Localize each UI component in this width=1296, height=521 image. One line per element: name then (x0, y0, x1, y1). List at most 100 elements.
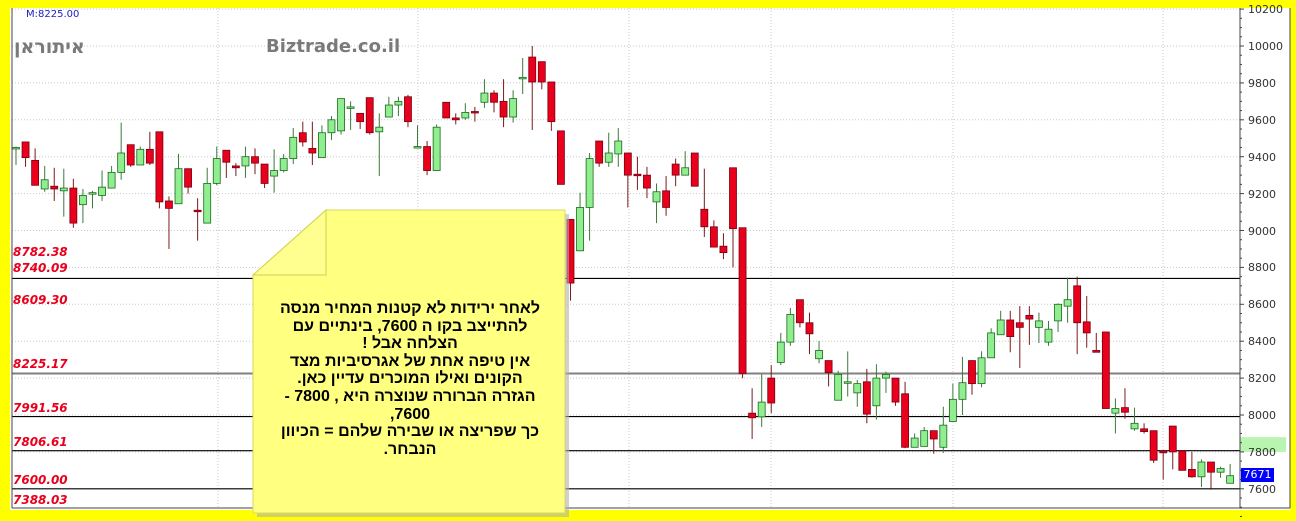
candle-up (1044, 328, 1053, 343)
candle-down (1168, 425, 1177, 453)
candle-up (614, 140, 623, 155)
candle-down (499, 100, 508, 118)
candle-up (1063, 299, 1072, 307)
candle-up (1130, 422, 1139, 430)
candle-up (88, 192, 97, 195)
last-price-badge: 7671 (1241, 467, 1274, 482)
candle-down (184, 168, 192, 188)
candle-down (901, 393, 909, 448)
candle-down (1025, 314, 1034, 320)
candle-down (796, 299, 804, 324)
y-tick-label: 8400 (1248, 335, 1276, 349)
candle-down (1178, 450, 1187, 471)
candle-up (270, 170, 279, 177)
candle-up (604, 152, 613, 163)
y-tick-label: 8600 (1248, 298, 1276, 312)
candle-up (346, 106, 355, 109)
candle-up (79, 195, 87, 206)
candle-down (165, 200, 173, 209)
candle-down (566, 219, 575, 284)
candle-down (547, 81, 556, 123)
candle-up (1111, 408, 1120, 414)
y-tick-label: 9400 (1248, 150, 1276, 164)
candle-up (834, 374, 843, 401)
candle-up (98, 186, 106, 196)
candle-down (423, 146, 431, 171)
candle-up (413, 146, 422, 149)
candle-up (327, 119, 336, 134)
candle-down (968, 360, 976, 385)
y-tick-label: 9600 (1248, 113, 1276, 127)
candle-down (356, 112, 365, 123)
candle-down (738, 227, 747, 374)
candle-up (882, 374, 890, 379)
candle-down (470, 111, 479, 114)
candle-up (585, 158, 594, 208)
candle-up (289, 136, 298, 159)
candle-up (394, 100, 403, 106)
y-tick-label: 7600 (1248, 482, 1276, 496)
level-label: 8782.38 (13, 245, 68, 259)
candle-down (729, 167, 737, 230)
price-band (1240, 437, 1286, 452)
candle-up (509, 98, 518, 118)
candle-up (576, 207, 584, 252)
watermark: Biztrade.co.il (266, 36, 401, 57)
candle-down (31, 159, 40, 186)
candle-up (872, 377, 881, 407)
candle-up (375, 126, 384, 133)
candle-up (241, 156, 250, 167)
candle-up (1054, 303, 1062, 322)
candle-up (384, 104, 393, 118)
candle-down (251, 156, 259, 164)
candle-down (748, 412, 757, 419)
level-label: 8609.30 (13, 292, 68, 307)
candle-up (136, 148, 145, 166)
candle-down (929, 430, 938, 440)
candle-down (1101, 331, 1110, 409)
candle-down (69, 187, 78, 224)
candle-down (824, 360, 833, 373)
candle-down (308, 147, 317, 154)
y-tick-label: 7800 (1248, 445, 1276, 459)
candle-down (537, 61, 546, 83)
candle-up (337, 98, 345, 132)
candle-down (21, 141, 30, 159)
candle-down (700, 208, 709, 228)
candle-up (996, 319, 1005, 336)
candle-down (767, 377, 776, 404)
candle-up (757, 401, 766, 418)
candle-up (920, 430, 929, 447)
level-label: 8225.17 (13, 357, 68, 372)
candle-down (1092, 350, 1101, 353)
candle-up (958, 382, 967, 400)
candle-down (643, 174, 651, 189)
candle-down (719, 245, 728, 254)
candle-up (461, 112, 470, 119)
candle-down (662, 190, 670, 208)
candle-down (442, 101, 451, 119)
candle-down (595, 140, 604, 164)
level-label: 7991.56 (13, 400, 68, 415)
candle-up (977, 357, 986, 385)
level-label: 8740.09 (13, 261, 68, 275)
candle-up (432, 126, 441, 171)
candle-up (1216, 468, 1225, 473)
candle-up (318, 132, 326, 159)
candle-down (260, 163, 269, 184)
candle-down (490, 92, 498, 103)
candle-down (1015, 322, 1024, 328)
candle-up (853, 383, 862, 394)
candle-down (145, 148, 154, 164)
candle-down (1082, 321, 1091, 334)
level-label: 7600.00 (13, 472, 68, 487)
level-label: 7806.61 (13, 434, 68, 449)
candle-up (12, 147, 20, 150)
candle-down (404, 96, 412, 123)
candle-up (786, 314, 795, 343)
candle-up (518, 76, 527, 80)
candle-up (843, 381, 852, 384)
note-text: לאחר ירידות לא קטנות המחיר מנסה להתייצב … (280, 300, 540, 458)
candle-down (1121, 407, 1129, 413)
